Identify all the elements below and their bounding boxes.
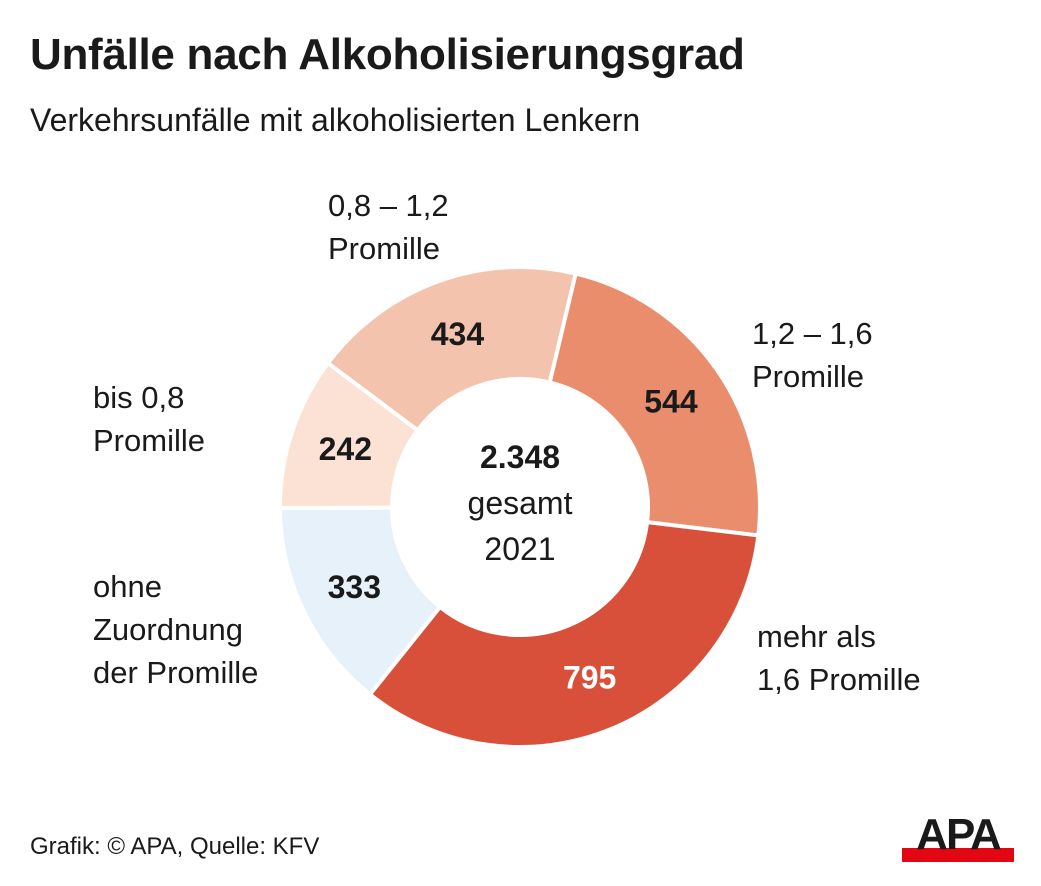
category-label-1-2-1-6: 1,2 – 1,6 Promille — [752, 316, 873, 394]
chart-subtitle: Verkehrsunfälle mit alkoholisierten Lenk… — [30, 102, 641, 138]
slice-value-label-3: 242 — [319, 431, 372, 467]
slice-value-label-0: 544 — [644, 384, 698, 420]
slice-value-label-4: 434 — [431, 316, 485, 352]
category-label-no-assignment: ohne Zuordnung der Promille — [93, 569, 259, 690]
category-label-0-8-1-2: 0,8 – 1,2 Promille — [328, 188, 449, 266]
donut-slice-4 — [325, 265, 579, 434]
source-note: Grafik: © APA, Quelle: KFV — [30, 833, 320, 860]
svg-text:APA: APA — [916, 815, 1001, 859]
center-label-line-2: 2021 — [484, 531, 555, 567]
slice-value-label-2: 333 — [328, 569, 381, 605]
chart-title: Unfälle nach Alkoholisierungsgrad — [30, 30, 745, 79]
center-label-line-0: 2.348 — [480, 439, 560, 475]
donut-slice-0 — [547, 271, 762, 538]
category-label-up-to-0-8: bis 0,8 Promille — [93, 380, 205, 458]
apa-logo: APA — [902, 815, 1014, 862]
slice-value-label-1: 795 — [563, 659, 616, 695]
donut-slice-1 — [367, 519, 761, 749]
category-label-more-1-6: mehr als 1,6 Promille — [757, 619, 921, 697]
center-label-line-1: gesamt — [468, 485, 573, 521]
